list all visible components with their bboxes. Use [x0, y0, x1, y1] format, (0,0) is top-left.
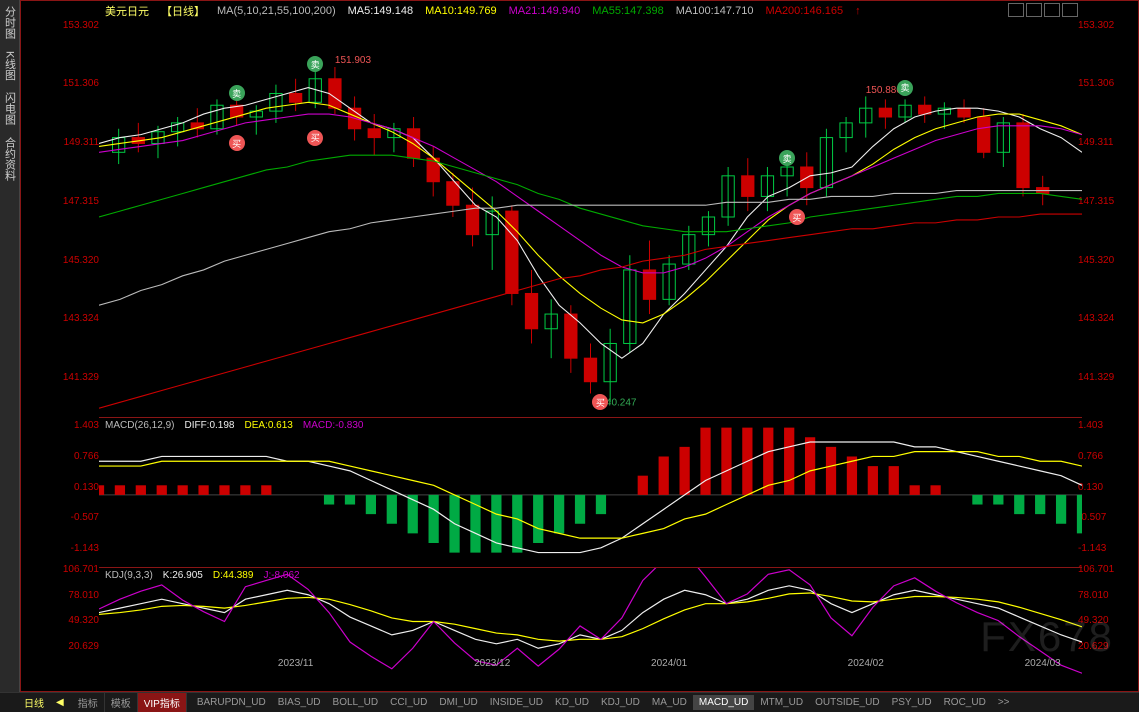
indicator-tab-MACD_UD[interactable]: MACD_UD: [693, 695, 754, 710]
ma100-label: MA100:147.710: [676, 5, 754, 17]
ma21-label: MA21:149.940: [509, 5, 581, 17]
tool-icon-4[interactable]: [1062, 3, 1078, 17]
ma200-label: MA200:146.165: [765, 5, 843, 17]
svg-text:151.903: 151.903: [335, 55, 372, 66]
arrow-icon: ↑: [855, 5, 861, 17]
indicator-tab-CCI_UD[interactable]: CCI_UD: [384, 695, 433, 710]
price-panel[interactable]: 151.903150.880140.247: [99, 17, 1082, 417]
sidebar-item-intraday[interactable]: 分时图: [0, 0, 20, 45]
buy-signal: 买: [307, 130, 323, 146]
macd-panel[interactable]: MACD(26,12,9) DIFF:0.198 DEA:0.613 MACD:…: [99, 417, 1082, 567]
x-axis-label: 2023/11: [278, 658, 313, 669]
ma5-label: MA5:149.148: [348, 5, 413, 17]
watermark: FX678: [980, 613, 1114, 661]
x-axis-label: 2024/01: [651, 658, 687, 669]
kdj-plot: [99, 568, 1082, 675]
bottom-tab-指标[interactable]: 指标: [72, 693, 105, 712]
macd-plot: [99, 418, 1082, 567]
indicator-tab-ROC_UD[interactable]: ROC_UD: [938, 695, 992, 710]
sidebar-item-kline[interactable]: K线图: [0, 45, 20, 86]
indicator-tab-INSIDE_UD[interactable]: INSIDE_UD: [484, 695, 549, 710]
indicator-tab-MTM_UD[interactable]: MTM_UD: [754, 695, 809, 710]
toolbar: [1008, 3, 1078, 17]
indicator-tab-MA_UD[interactable]: MA_UD: [646, 695, 693, 710]
tool-icon-1[interactable]: [1008, 3, 1024, 17]
timeframe-bottom[interactable]: 日线: [0, 695, 56, 710]
bottom-bar: 日线 ◀ 指标模板VIP指标 BARUPDN_UDBIAS_UDBOLL_UDC…: [0, 692, 1139, 712]
buy-signal: 买: [789, 209, 805, 225]
sidebar-item-flash[interactable]: 闪电图: [0, 86, 20, 131]
indicator-tab-OUTSIDE_UD[interactable]: OUTSIDE_UD: [809, 695, 885, 710]
kdj-panel[interactable]: KDJ(9,3,3) K:26.905 D:44.389 J:-8.062: [99, 567, 1082, 675]
ma55-label: MA55:147.398: [592, 5, 664, 17]
indicator-tab-DMI_UD[interactable]: DMI_UD: [433, 695, 483, 710]
bottom-tab-模板[interactable]: 模板: [105, 693, 138, 712]
tool-icon-2[interactable]: [1026, 3, 1042, 17]
indicator-tab-BOLL_UD[interactable]: BOLL_UD: [327, 695, 385, 710]
x-axis-label: 2023/12: [474, 658, 510, 669]
chart-area: 美元日元 【日线】 MA(5,10,21,55,100,200) MA5:149…: [20, 0, 1139, 692]
sidebar-item-contract[interactable]: 合约资料: [0, 131, 20, 187]
indicator-tab-PSY_UD[interactable]: PSY_UD: [886, 695, 938, 710]
left-sidebar: 分时图 K线图 闪电图 合约资料: [0, 0, 20, 692]
indicator-tab-BARUPDN_UD[interactable]: BARUPDN_UD: [191, 695, 272, 710]
indicator-tab-BIAS_UD[interactable]: BIAS_UD: [272, 695, 327, 710]
buy-signal: 买: [229, 135, 245, 151]
sell-signal: 卖: [897, 80, 913, 96]
sell-signal: 卖: [229, 85, 245, 101]
indicator-tab->>[interactable]: >>: [992, 695, 1016, 710]
price-plot: 151.903150.880140.247: [99, 17, 1082, 417]
ma-params: MA(5,10,21,55,100,200): [217, 5, 336, 17]
indicator-tab-KDJ_UD[interactable]: KDJ_UD: [595, 695, 646, 710]
x-axis-label: 2024/02: [848, 658, 884, 669]
indicator-tab-KD_UD[interactable]: KD_UD: [549, 695, 595, 710]
ma10-label: MA10:149.769: [425, 5, 497, 17]
bottom-tab-VIP指标[interactable]: VIP指标: [138, 693, 187, 712]
tool-icon-3[interactable]: [1044, 3, 1060, 17]
